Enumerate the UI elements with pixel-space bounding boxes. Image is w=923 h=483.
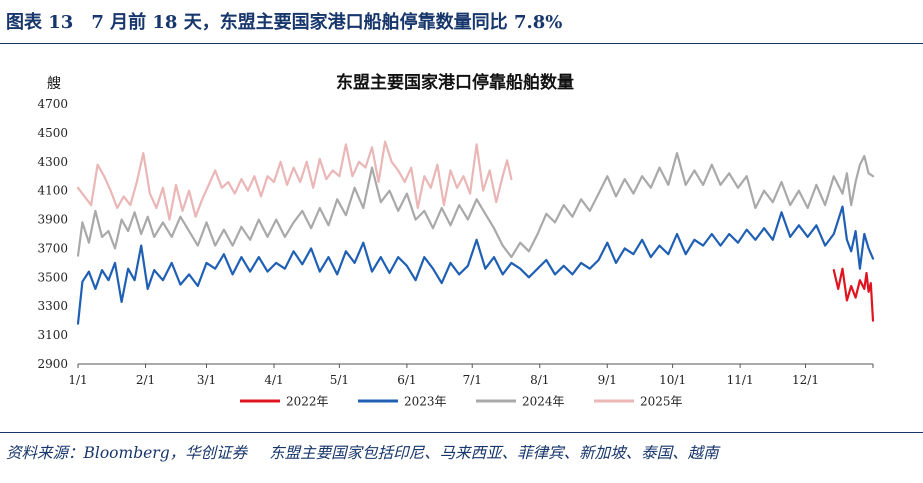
x-tick-label: 2/1 <box>136 373 155 387</box>
source-note: 资料来源：Bloomberg，华创证券 <box>6 444 248 462</box>
y-tick-label: 4100 <box>37 184 68 198</box>
x-tick-label: 5/1 <box>330 373 349 387</box>
x-tick-label: 3/1 <box>197 373 216 387</box>
series-line <box>832 267 875 322</box>
legend-item: 2022年 <box>240 395 329 409</box>
legend-label: 2025年 <box>640 395 683 409</box>
x-tick-label: 7/1 <box>463 373 482 387</box>
legend-label: 2023年 <box>404 395 447 409</box>
y-axis: 2900 3100 3300 3500 3700 3900 4100 4300 4500 4700 <box>37 97 68 371</box>
x-tick-label: 10/1 <box>659 373 686 387</box>
legend-item: 2024年 <box>476 395 565 409</box>
y-tick-label: 2900 <box>37 357 68 371</box>
legend-label: 2024年 <box>522 395 565 409</box>
y-tick-label: 4500 <box>37 126 68 140</box>
x-tick-label: 4/1 <box>264 373 283 387</box>
footer-divider <box>0 432 923 433</box>
y-tick-label: 4700 <box>37 97 68 111</box>
x-tick-label: 6/1 <box>397 373 416 387</box>
series-line <box>76 152 875 259</box>
y-tick-label: 3700 <box>37 241 68 255</box>
figure-caption: 图表 13 7 月前 18 天，东盟主要国家港口船舶停靠数量同比 7.8% <box>6 12 563 33</box>
header-divider <box>0 43 923 44</box>
y-axis-unit: 艘 <box>47 76 61 92</box>
x-tick-label: 1/1 <box>68 373 87 387</box>
legend-item: 2025年 <box>594 395 683 409</box>
y-tick-label: 3500 <box>37 270 68 284</box>
y-tick-label: 3100 <box>37 328 68 342</box>
x-tick-label: 11/1 <box>727 373 754 387</box>
figure-header: 图表 13 7 月前 18 天，东盟主要国家港口船舶停靠数量同比 7.8% <box>0 0 923 44</box>
legend-label: 2022年 <box>286 395 329 409</box>
country-note: 东盟主要国家包括印尼、马来西亚、菲律宾、新加坡、泰国、越南 <box>269 444 719 462</box>
series-line <box>76 205 875 325</box>
chart-area: 东盟主要国家港口停靠船舶数量 艘 2900 3100 3300 3500 3700 390… <box>37 72 875 409</box>
x-tick-label: 8/1 <box>530 373 549 387</box>
x-tick-label: 12/1 <box>792 373 819 387</box>
figure-footer: 资料来源：Bloomberg，华创证券 东盟主要国家包括印尼、马来西亚、菲律宾、新… <box>6 441 741 463</box>
x-axis: 1/1 2/1 3/1 4/1 5/1 6/1 7/1 8/1 9/1 10/1 11/1 12/1 <box>68 363 874 387</box>
legend: 2022年 2023年 2024年 2025年 <box>240 395 683 409</box>
legend-item: 2023年 <box>358 395 447 409</box>
plot-lines <box>76 140 875 325</box>
y-tick-label: 3300 <box>37 299 68 313</box>
y-tick-label: 3900 <box>37 213 68 227</box>
y-tick-label: 4300 <box>37 155 68 169</box>
series-line <box>76 140 513 221</box>
x-tick-label: 9/1 <box>598 373 617 387</box>
chart-title: 东盟主要国家港口停靠船舶数量 <box>336 72 574 93</box>
